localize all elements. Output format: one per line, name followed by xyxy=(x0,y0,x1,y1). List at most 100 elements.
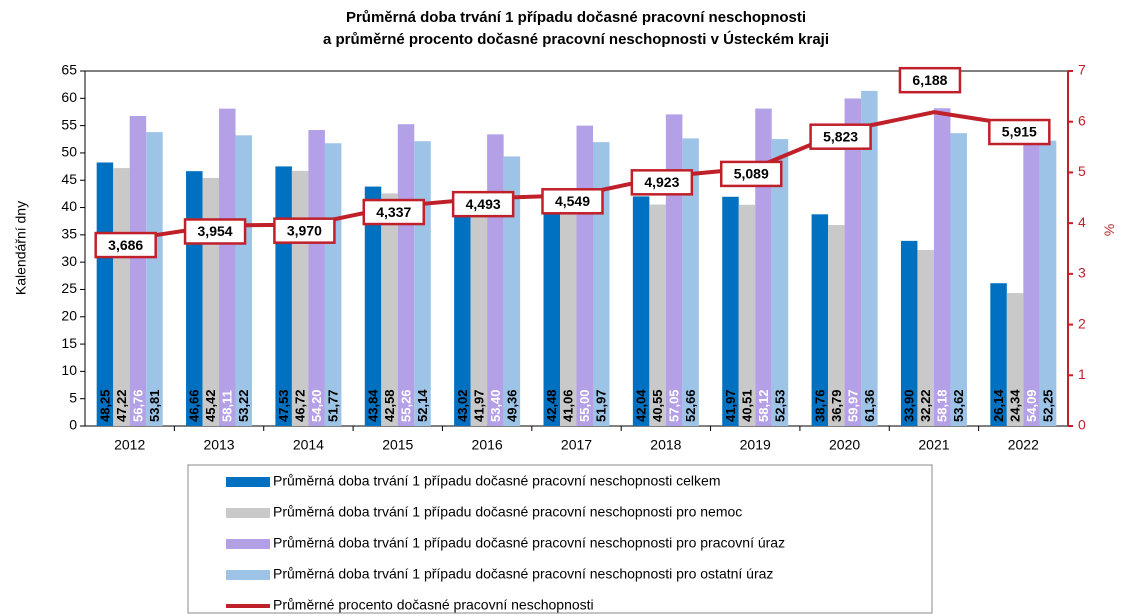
y2-tick-label: 6 xyxy=(1078,112,1086,128)
bar xyxy=(543,193,560,426)
value-label-box xyxy=(94,231,157,259)
value-label: 48,25 xyxy=(97,389,112,422)
bar xyxy=(454,191,471,426)
bar xyxy=(129,116,147,426)
value-label: 3,954 xyxy=(198,223,233,239)
bar xyxy=(917,250,934,426)
value-label: 4,549 xyxy=(555,193,590,209)
value-label-box xyxy=(541,188,604,215)
value-label-box xyxy=(183,218,247,245)
value-label: 61,36 xyxy=(862,389,877,422)
value-label: 58,18 xyxy=(935,389,950,422)
x-tick-label: 2012 xyxy=(114,437,145,453)
value-label: 38,76 xyxy=(812,389,827,422)
bar xyxy=(1039,140,1057,426)
x-tick-label: 2017 xyxy=(561,437,592,453)
x-tick-label: 2014 xyxy=(293,437,324,453)
legend-swatch xyxy=(226,508,270,518)
bar xyxy=(364,186,382,426)
value-label: 54,20 xyxy=(309,389,324,422)
value-label: 42,04 xyxy=(634,389,649,422)
value-label: 46,66 xyxy=(187,389,202,422)
value-label: 53,22 xyxy=(236,389,251,422)
value-label: 5,089 xyxy=(734,166,769,182)
y-tick-label: 20 xyxy=(61,307,77,323)
legend-label: Průměrná doba trvání 1 případu dočasné p… xyxy=(273,473,721,489)
legend-label: Průměrná doba trvání 1 případu dočasné p… xyxy=(273,566,773,582)
value-label-box xyxy=(898,66,962,94)
value-label: 4,337 xyxy=(376,204,411,220)
value-label-box xyxy=(988,118,1051,146)
value-label: 41,06 xyxy=(561,389,576,422)
value-label: 4,923 xyxy=(644,174,679,190)
value-label: 33,90 xyxy=(902,389,917,422)
bar xyxy=(487,134,504,426)
value-label: 3,686 xyxy=(108,237,143,253)
y-tick-label: 50 xyxy=(61,144,77,160)
legend xyxy=(187,464,933,614)
value-label: 24,34 xyxy=(1008,389,1023,422)
bar xyxy=(308,129,325,426)
bar xyxy=(665,114,683,427)
value-label: 5,823 xyxy=(823,128,858,144)
value-label: 53,40 xyxy=(488,389,503,422)
value-label: 46,72 xyxy=(293,389,308,422)
y-tick-label: 65 xyxy=(61,62,77,78)
value-label: 59,97 xyxy=(845,389,860,422)
x-tick-label: 2020 xyxy=(829,437,860,453)
y-tick-label: 35 xyxy=(61,226,77,242)
bar xyxy=(202,177,220,426)
bar xyxy=(771,139,789,426)
bar xyxy=(1023,130,1040,426)
bar xyxy=(593,142,610,426)
y-tick-label: 55 xyxy=(61,116,77,132)
x-tick-label: 2018 xyxy=(650,437,681,453)
y2-tick-label: 2 xyxy=(1078,315,1086,331)
bar xyxy=(503,156,521,426)
y-tick-label: 30 xyxy=(61,253,77,269)
bar xyxy=(146,132,163,426)
value-label: 47,53 xyxy=(276,389,291,422)
value-label: 58,11 xyxy=(220,390,235,422)
value-label: 49,36 xyxy=(504,389,519,422)
x-tick-label: 2013 xyxy=(203,437,234,453)
value-label: 4,493 xyxy=(466,196,501,212)
bar xyxy=(861,90,878,426)
value-label: 56,76 xyxy=(130,389,145,422)
bar xyxy=(235,135,253,427)
value-label: 42,48 xyxy=(544,389,559,422)
legend-swatch xyxy=(226,570,270,580)
value-label: 36,79 xyxy=(829,389,844,422)
bar xyxy=(113,168,130,427)
bar xyxy=(811,214,829,426)
value-label: 55,00 xyxy=(577,389,592,422)
value-label-box xyxy=(273,217,336,244)
bar xyxy=(291,170,309,426)
legend-label: Průměrná doba trvání 1 případu dočasné p… xyxy=(273,504,742,520)
value-label-box xyxy=(362,198,426,226)
legend-label: Průměrná doba trvání 1 případu dočasné p… xyxy=(273,535,785,551)
value-label: 52,66 xyxy=(683,389,698,422)
bar xyxy=(990,283,1007,426)
value-label: 57,05 xyxy=(667,389,682,422)
x-tick-label: 2016 xyxy=(472,437,503,453)
value-label: 58,12 xyxy=(756,389,771,422)
value-label: 43,84 xyxy=(365,389,380,422)
y-tick-label: 45 xyxy=(61,171,77,187)
bar xyxy=(933,108,951,427)
value-label: 52,14 xyxy=(415,389,430,422)
value-label: 42,58 xyxy=(382,389,397,422)
value-label: 5,915 xyxy=(1002,124,1037,140)
bar xyxy=(900,240,918,426)
x-tick-label: 2015 xyxy=(382,437,413,453)
value-label: 52,25 xyxy=(1041,389,1056,422)
chart-title: Průměrná doba trvání 1 případu dočasné p… xyxy=(346,9,806,26)
y2-tick-label: 0 xyxy=(1078,417,1086,433)
bar xyxy=(219,108,236,426)
y-tick-label: 0 xyxy=(69,417,77,433)
legend-swatch xyxy=(226,477,270,487)
value-label: 32,22 xyxy=(918,389,933,422)
value-label: 40,51 xyxy=(739,389,754,422)
